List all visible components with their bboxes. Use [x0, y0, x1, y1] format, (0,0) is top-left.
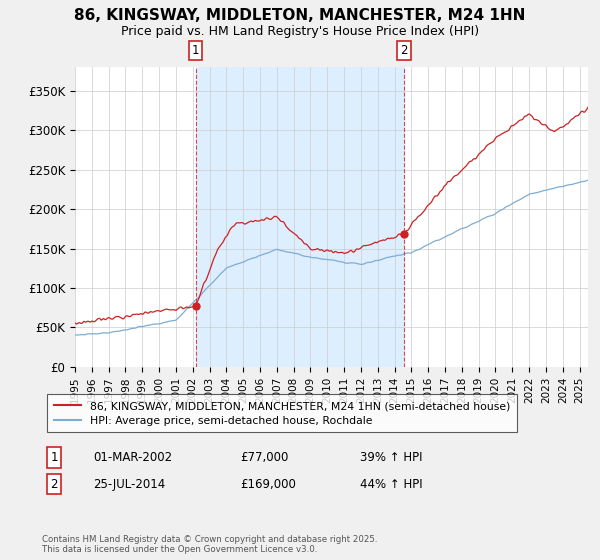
Text: £169,000: £169,000 [240, 478, 296, 491]
Text: Price paid vs. HM Land Registry's House Price Index (HPI): Price paid vs. HM Land Registry's House … [121, 25, 479, 38]
Bar [196, 67, 404, 367]
Text: 39% ↑ HPI: 39% ↑ HPI [360, 451, 422, 464]
Text: £77,000: £77,000 [240, 451, 289, 464]
Text: 44% ↑ HPI: 44% ↑ HPI [360, 478, 422, 491]
Text: 2: 2 [400, 44, 408, 57]
Text: 01-MAR-2002: 01-MAR-2002 [93, 451, 172, 464]
Text: Contains HM Land Registry data © Crown copyright and database right 2025.
This d: Contains HM Land Registry data © Crown c… [42, 535, 377, 554]
Text: 1: 1 [50, 451, 58, 464]
Text: 86, KINGSWAY, MIDDLETON, MANCHESTER, M24 1HN: 86, KINGSWAY, MIDDLETON, MANCHESTER, M24… [74, 8, 526, 24]
Text: 25-JUL-2014: 25-JUL-2014 [93, 478, 165, 491]
Text: 2: 2 [50, 478, 58, 491]
Text: 1: 1 [192, 44, 199, 57]
Legend: 86, KINGSWAY, MIDDLETON, MANCHESTER, M24 1HN (semi-detached house), HPI: Average: 86, KINGSWAY, MIDDLETON, MANCHESTER, M24… [47, 394, 517, 432]
